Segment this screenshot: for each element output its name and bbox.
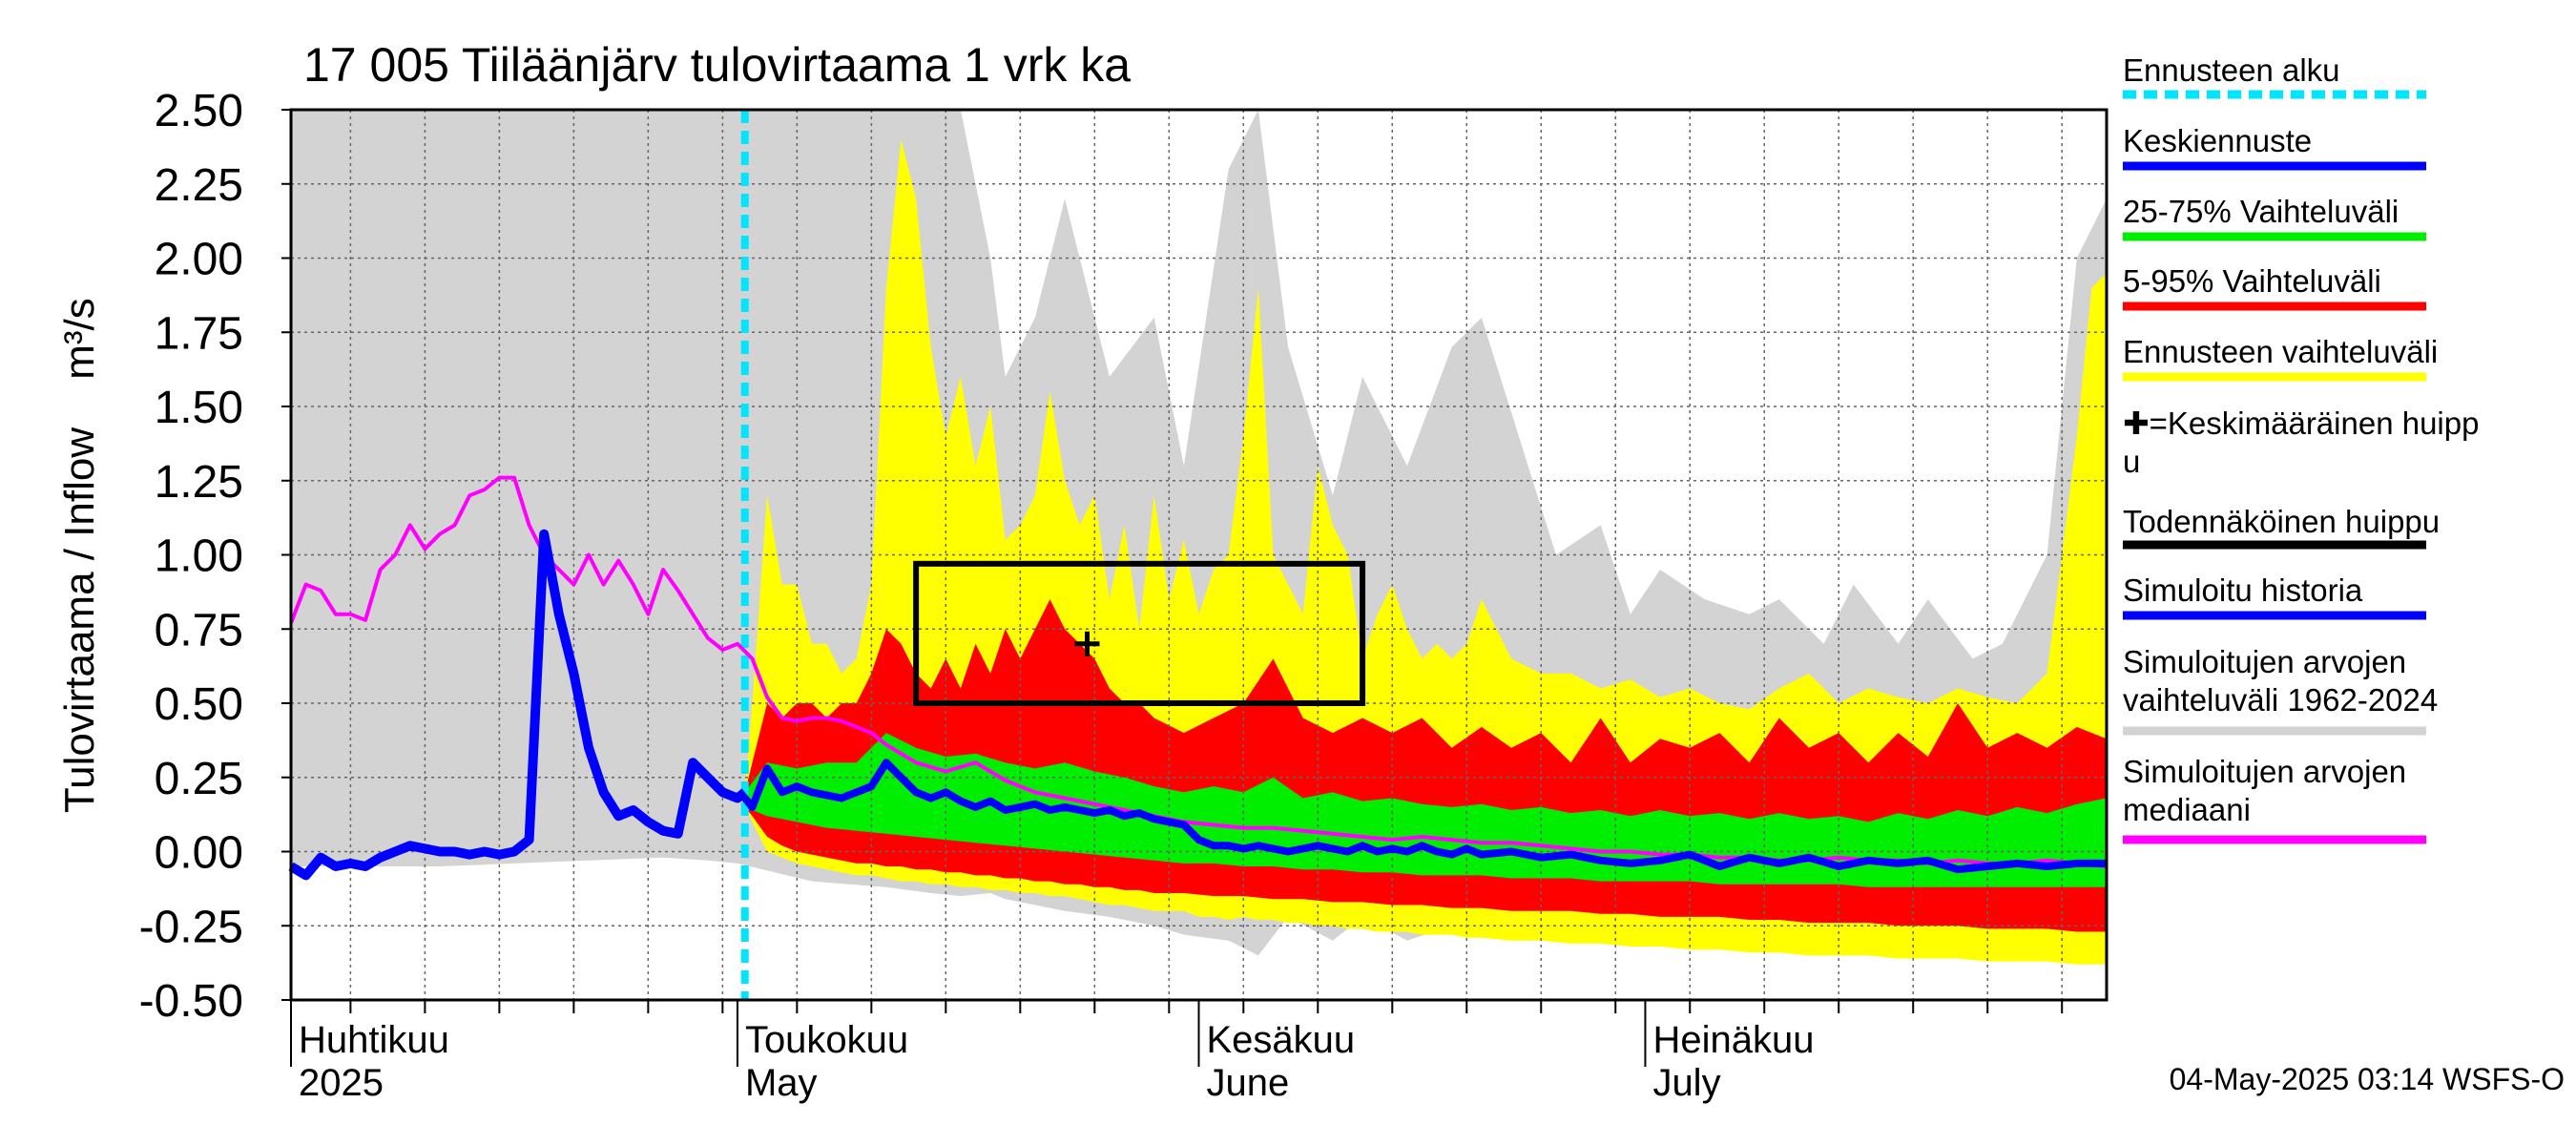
y-tick-label-1: 2.25 xyxy=(155,160,243,211)
legend-item-4: Ennusteen vaihteluväli xyxy=(2123,334,2438,382)
series-line-1 xyxy=(288,529,748,881)
month-label-fi-3: Heinäkuu xyxy=(1652,1019,1814,1061)
month-label-fi-2: Kesäkuu xyxy=(1207,1019,1356,1061)
legend-label2-8: vaihteluväli 1962-2024 xyxy=(2123,682,2438,718)
legend-item-2: 25-75% Vaihteluväli xyxy=(2123,194,2426,241)
y-tick-label-12: -0.50 xyxy=(139,976,243,1027)
y-tick-label-10: 0.00 xyxy=(155,828,243,879)
legend-label-3: 5-95% Vaihteluväli xyxy=(2123,263,2381,299)
legend-item-3: 5-95% Vaihteluväli xyxy=(2123,263,2426,311)
y-axis: 2.50 2.25 2.00 1.75 1.50 1.25 1.00 0.75 0.50 0.25… xyxy=(139,86,291,1027)
y-tick-label-11: -0.25 xyxy=(139,902,243,952)
legend-label-7: Simuloitu historia xyxy=(2123,572,2363,608)
legend-label-9: Simuloitujen arvojen xyxy=(2123,754,2406,789)
legend-label-8: Simuloitujen arvojen xyxy=(2123,644,2406,679)
month-label-en-2: June xyxy=(1207,1062,1290,1104)
y-tick-label-6: 1.00 xyxy=(155,531,243,582)
legend-label-1: Keskiennuste xyxy=(2123,123,2312,158)
legend-label-0: Ennusteen alku xyxy=(2123,52,2340,88)
month-label-fi-0: Huhtikuu xyxy=(299,1019,449,1061)
legend-label2-9: mediaani xyxy=(2123,792,2251,827)
legend-label-2: 25-75% Vaihteluväli xyxy=(2123,194,2399,229)
month-label-fi-1: Toukokuu xyxy=(745,1019,908,1061)
y-tick-label-4: 1.50 xyxy=(155,383,243,433)
legend-item-6: Todennäköinen huippu xyxy=(2123,504,2440,550)
y-tick-label-0: 2.50 xyxy=(155,86,243,136)
legend-label2-5: u xyxy=(2123,444,2140,479)
month-label-en-3: July xyxy=(1652,1062,1720,1104)
series-line-2 xyxy=(741,759,2107,874)
legend-item-7: Simuloitu historia xyxy=(2123,572,2426,620)
legend: Ennusteen alku Keskiennuste 25-75% Vaihtel… xyxy=(2123,52,2479,844)
series-lines xyxy=(288,475,2108,881)
mean-peak-marker xyxy=(1074,631,1100,656)
y-axis-label: Tulovirtaama / Inflow xyxy=(56,427,103,814)
series-line-0 xyxy=(289,475,2108,868)
band-3 xyxy=(744,733,2107,887)
chart-title: 17 005 Tiiläänjärv tulovirtaama 1 vrk ka xyxy=(303,38,1131,92)
y-tick-label-5: 1.25 xyxy=(155,457,243,508)
y-tick-label-2: 2.00 xyxy=(155,235,243,285)
legend-item-0: Ennusteen alku xyxy=(2123,52,2426,99)
legend-item-5: ✚=Keskimääräinen huippu xyxy=(2123,406,2479,479)
probable-peak-box xyxy=(913,560,1366,707)
y-tick-label-8: 0.50 xyxy=(155,679,243,730)
y-axis-unit-text: m³/s xyxy=(56,298,103,380)
legend-label-6: Todennäköinen huippu xyxy=(2123,504,2440,539)
legend-label-4: Ennusteen vaihteluväli xyxy=(2123,334,2438,369)
y-axis-unit: m³/s xyxy=(56,298,103,380)
month-label-en-0: 2025 xyxy=(299,1062,384,1104)
y-tick-label-7: 0.75 xyxy=(155,605,243,656)
legend-label-5: ✚=Keskimääräinen huipp xyxy=(2123,406,2479,441)
y-tick-label-3: 1.75 xyxy=(155,308,243,359)
footer-timestamp: 04-May-2025 03:14 WSFS-O xyxy=(2170,1062,2565,1096)
y-axis-title: Tulovirtaama / Inflow xyxy=(56,427,103,814)
legend-item-1: Keskiennuste xyxy=(2123,123,2426,171)
month-label-en-1: May xyxy=(745,1062,818,1104)
y-tick-label-9: 0.25 xyxy=(155,754,243,804)
